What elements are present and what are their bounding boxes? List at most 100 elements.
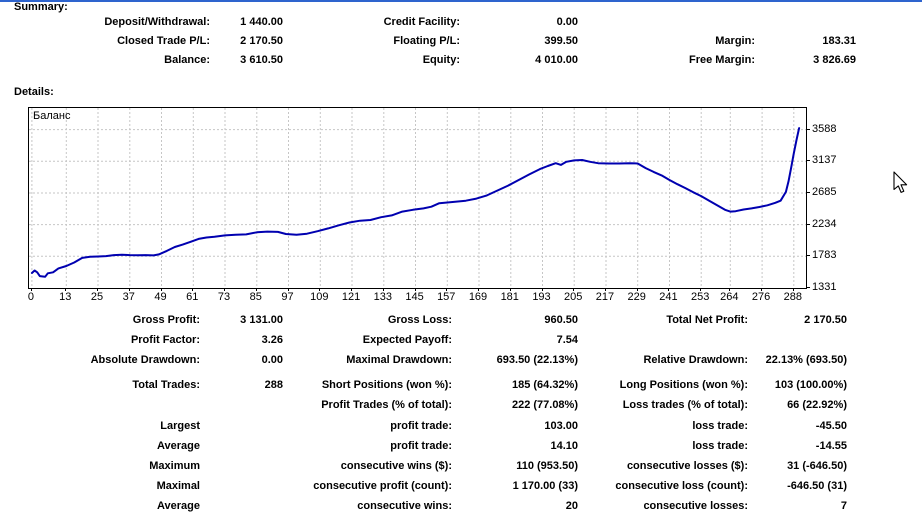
details-label: Maximal xyxy=(156,480,200,492)
details-value: 693.50 (22.13%) xyxy=(496,354,578,366)
details-row: Average profit trade: 14.10 loss trade: -14.… xyxy=(0,440,922,458)
x-axis-tick-label: 49 xyxy=(154,291,167,303)
x-axis-tick xyxy=(415,289,416,291)
details-label: Average xyxy=(156,440,200,452)
x-axis-tick-label: 229 xyxy=(627,291,646,303)
details-row: Largest profit trade: 103.00 loss trade: -45… xyxy=(0,420,922,438)
details-label: Gross Loss: xyxy=(387,314,452,326)
details-label: Short Positions (won %): xyxy=(321,379,452,391)
x-axis-tick xyxy=(478,289,479,291)
details-label: Largest xyxy=(160,420,200,432)
y-axis-tick xyxy=(807,287,810,288)
x-axis-tick-label: 0 xyxy=(27,291,34,303)
x-axis-tick xyxy=(668,289,669,291)
x-axis-tick xyxy=(288,289,289,291)
summary-row: Deposit/Withdrawal: 1 440.00 Credit Facili… xyxy=(0,16,922,35)
y-axis-tick xyxy=(807,160,810,162)
details-row: Absolute Drawdown: 0.00 Maximal Drawdown: 6… xyxy=(0,354,922,372)
details-label: consecutive profit (count): xyxy=(313,480,452,492)
summary-section-title: Summary: xyxy=(14,1,68,13)
x-axis-tick-label: 241 xyxy=(659,291,678,303)
details-value: 0.00 xyxy=(261,354,283,366)
details-label: Gross Profit: xyxy=(132,314,200,326)
details-value: 14.10 xyxy=(550,440,578,452)
x-axis-tick-label: 253 xyxy=(691,291,710,303)
x-axis-tick xyxy=(97,289,98,291)
x-axis-tick xyxy=(256,289,257,291)
details-value: -14.55 xyxy=(815,440,847,452)
details-label: Profit Factor: xyxy=(130,334,200,346)
details-row: Gross Profit: 3 131.00 Gross Loss: 960.50 To… xyxy=(0,314,922,332)
x-axis-tick xyxy=(446,289,447,291)
x-axis-tick-label: 121 xyxy=(341,291,361,303)
details-row: Maximum consecutive wins ($): 110 (953.50)… xyxy=(0,460,922,478)
details-row: Total Trades: 288 Short Positions (won %):… xyxy=(0,379,922,397)
x-axis-tick-label: 276 xyxy=(751,291,771,303)
summary-value: 183.31 xyxy=(822,35,856,47)
x-axis-tick-label: 169 xyxy=(468,291,488,303)
details-section-title: Details: xyxy=(14,86,54,98)
y-axis-tick-label: 2234 xyxy=(812,217,837,230)
details-value: 7 xyxy=(840,500,847,512)
balance-chart: Баланс xyxy=(28,107,807,289)
summary-value: 399.50 xyxy=(544,35,578,47)
details-value: 110 (953.50) xyxy=(516,460,578,472)
details-value: 31 (-646.50) xyxy=(787,460,847,472)
summary-value: 3 610.50 xyxy=(240,54,283,66)
details-label: Profit Trades (% of total): xyxy=(321,399,452,411)
details-label: consecutive wins ($): xyxy=(340,460,452,472)
details-label: Relative Drawdown: xyxy=(643,354,748,366)
details-value: 960.50 xyxy=(544,314,578,326)
summary-label: Margin: xyxy=(715,35,755,47)
details-label: Absolute Drawdown: xyxy=(90,354,200,366)
details-row: Profit Factor: 3.26 Expected Payoff: 7.54 xyxy=(0,334,922,352)
x-axis-tick xyxy=(793,289,794,291)
details-value: 2 170.50 xyxy=(804,314,847,326)
top-border-line xyxy=(0,0,922,2)
x-axis-tick xyxy=(605,289,606,291)
details-label: Total Net Profit: xyxy=(666,314,748,326)
summary-value: 4 010.00 xyxy=(535,54,578,66)
x-axis-tick xyxy=(729,289,730,291)
x-axis-tick-label: 288 xyxy=(783,291,802,303)
x-axis-tick xyxy=(542,289,543,291)
summary-value: 3 826.69 xyxy=(813,54,856,66)
x-axis-tick-label: 61 xyxy=(186,291,199,303)
mouse-cursor-icon xyxy=(893,171,908,193)
x-axis-tick xyxy=(637,289,638,291)
y-axis-tick-label: 3137 xyxy=(812,154,837,167)
details-row: Profit Trades (% of total): 222 (77.08%) L… xyxy=(0,399,922,417)
details-value: -45.50 xyxy=(815,420,847,432)
details-label: consecutive loss (count): xyxy=(615,480,748,492)
summary-label: Credit Facility: xyxy=(383,16,460,28)
details-value: 20 xyxy=(565,500,578,512)
x-axis-tick xyxy=(761,289,762,291)
x-axis-tick xyxy=(192,289,193,291)
x-axis-tick xyxy=(129,289,130,291)
details-value: 3.26 xyxy=(261,334,283,346)
details-value: 222 (77.08%) xyxy=(511,399,578,411)
details-label: consecutive losses ($): xyxy=(626,460,748,472)
summary-row: Balance: 3 610.50 Equity: 4 010.00 Free Marg… xyxy=(0,54,922,73)
x-axis-tick xyxy=(161,289,162,291)
details-row: Average consecutive wins: 20 consecutive lo… xyxy=(0,500,922,517)
summary-value: 0.00 xyxy=(556,16,578,28)
summary-row: Closed Trade P/L: 2 170.50 Floating P/L: 39… xyxy=(0,35,922,54)
summary-value: 2 170.50 xyxy=(240,35,283,47)
details-value: 7.54 xyxy=(556,334,578,346)
balance-chart-plot xyxy=(29,108,806,288)
details-value: 185 (64.32%) xyxy=(511,379,578,391)
chart-series-label: Баланс xyxy=(33,110,71,122)
x-axis-tick-label: 217 xyxy=(595,291,615,303)
y-axis-tick xyxy=(807,128,810,130)
x-axis-tick xyxy=(700,289,701,291)
y-axis-tick xyxy=(807,223,810,225)
x-axis-tick-label: 13 xyxy=(59,291,72,303)
x-axis-tick-label: 205 xyxy=(564,291,583,303)
y-axis-tick xyxy=(807,191,810,193)
details-label: loss trade: xyxy=(692,440,748,452)
x-axis-tick xyxy=(351,289,352,291)
details-value: 103.00 xyxy=(544,420,578,432)
details-value: 288 xyxy=(264,379,283,391)
